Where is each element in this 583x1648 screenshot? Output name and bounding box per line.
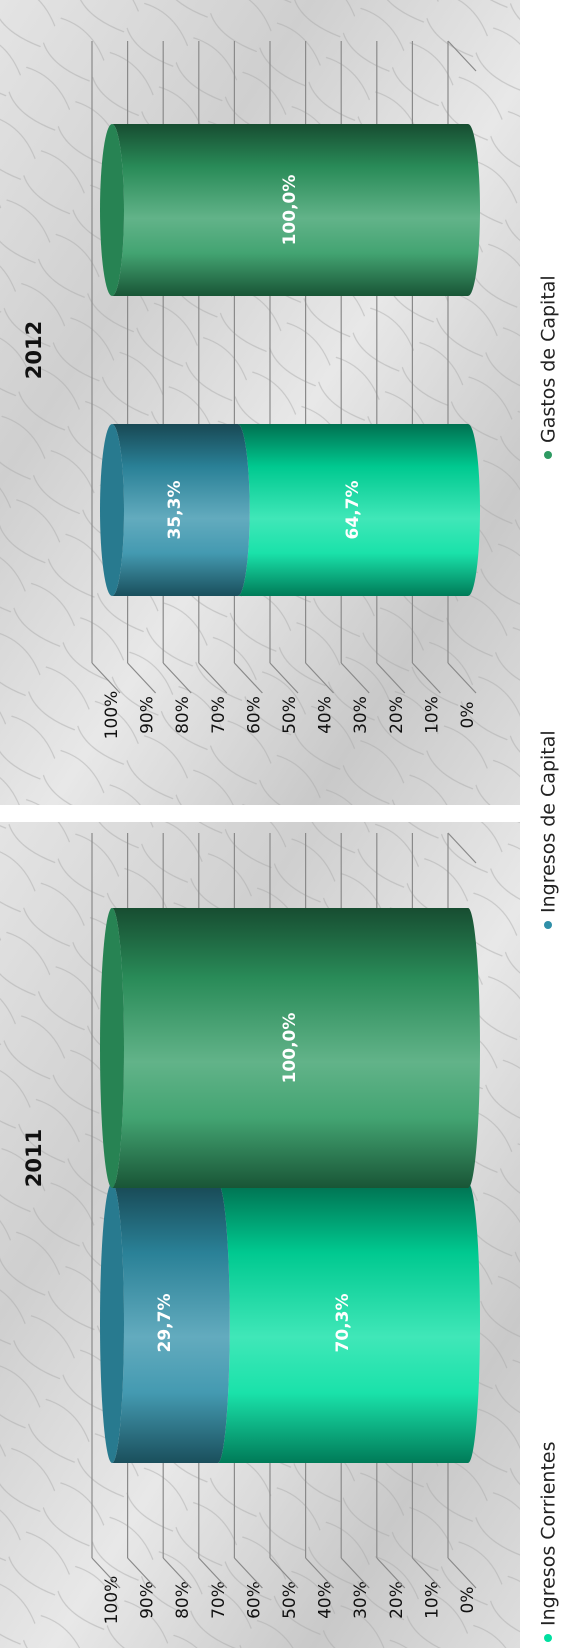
legend-label: Ingresos Corrientes: [538, 1442, 560, 1626]
chart-title: 2012: [22, 321, 46, 379]
y-tick-label: 20%: [387, 696, 407, 734]
y-tick-label: 60%: [244, 696, 264, 734]
legend-marker: [544, 1634, 552, 1642]
bar-cap: [100, 124, 124, 296]
bar-cap: [100, 424, 124, 596]
y-tick-label: 100%: [102, 1576, 122, 1625]
legend-marker: [544, 451, 552, 459]
bar-cap: [100, 908, 124, 1188]
chart-texture: [0, 0, 520, 805]
data-label: 70,3%: [333, 1294, 353, 1353]
data-label: 35,3%: [165, 481, 185, 540]
y-tick-label: 10%: [422, 696, 442, 734]
y-tick-label: 80%: [173, 696, 193, 734]
y-tick-label: 70%: [209, 696, 229, 734]
legend-marker: [544, 921, 552, 929]
y-tick-label: 0%: [458, 702, 478, 729]
y-tick-label: 0%: [458, 1587, 478, 1614]
chart-title: 2011: [22, 1129, 46, 1187]
y-tick-label: 40%: [316, 696, 336, 734]
y-tick-label: 90%: [138, 696, 158, 734]
y-tick-label: 100%: [102, 691, 122, 740]
data-label: 100,0%: [280, 1013, 300, 1084]
data-label: 64,7%: [343, 481, 363, 540]
legend: Ingresos Corrientes Ingresos de Capital Ga…: [538, 275, 560, 1642]
page: Ingresos Corrientes Ingresos de Capital Ga…: [0, 0, 583, 1648]
y-tick-label: 50%: [280, 696, 300, 734]
data-label: 29,7%: [155, 1294, 175, 1353]
data-label: 100,0%: [280, 175, 300, 246]
y-tick-label: 30%: [351, 696, 371, 734]
bar-cap: [100, 1183, 124, 1463]
legend-label: Ingresos de Capital: [538, 730, 560, 913]
legend-label: Gastos de Capital: [538, 275, 560, 443]
